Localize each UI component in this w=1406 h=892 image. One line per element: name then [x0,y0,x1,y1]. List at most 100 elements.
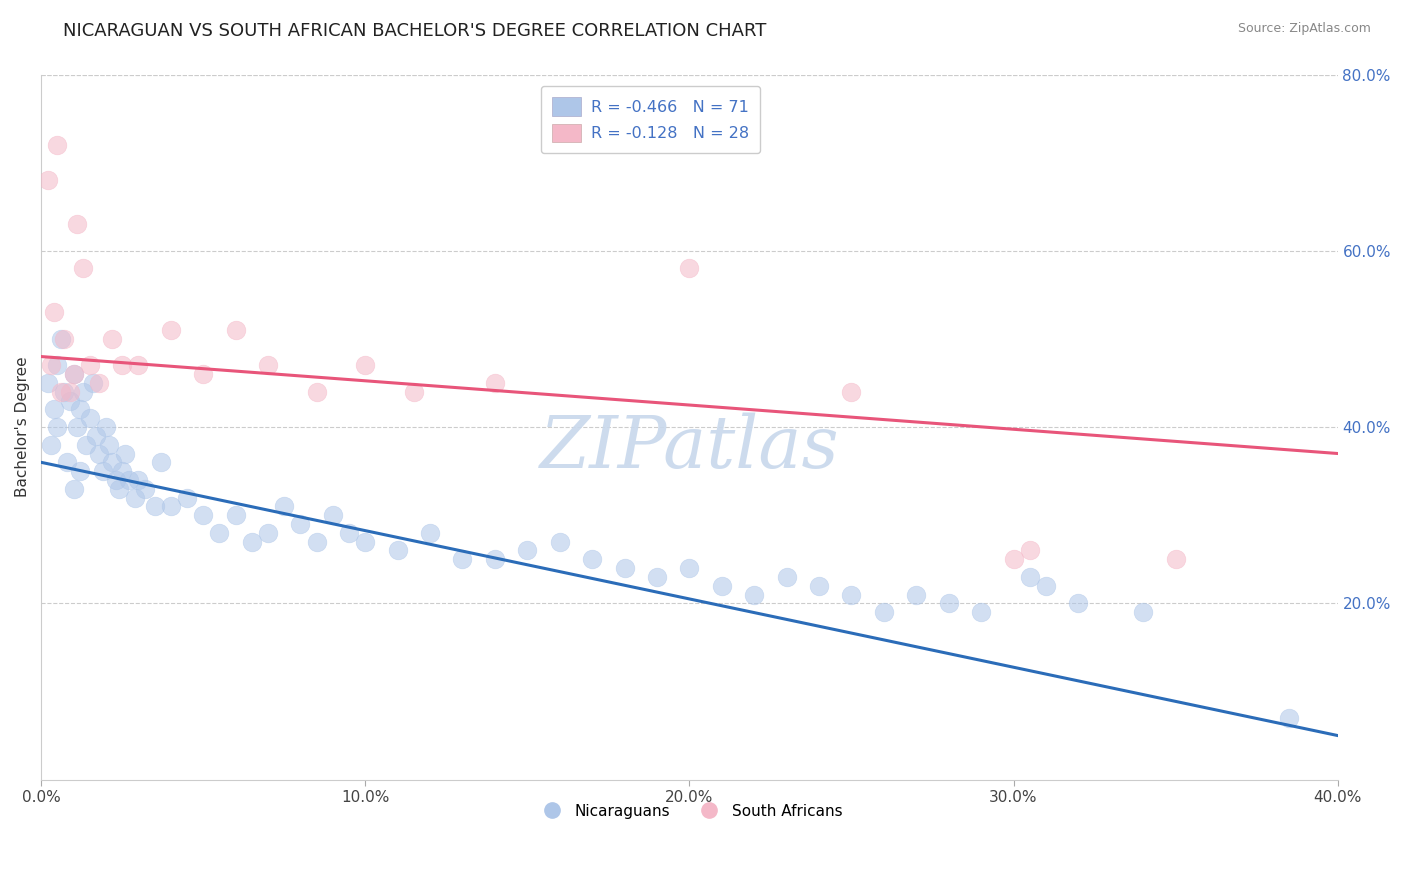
Point [143,500,166,514]
Point [52,332,75,346]
Point [484,552,506,566]
Point [1067,596,1090,610]
Point [159,323,181,337]
Point [52,384,75,399]
Point [337,525,360,540]
Point [98,438,121,452]
Point [678,261,700,276]
Point [62,482,84,496]
Point [104,473,127,487]
Point [101,332,124,346]
Point [56,455,79,469]
Point [1002,552,1025,566]
Point [419,525,441,540]
Point [873,605,896,619]
Point [1132,605,1154,619]
Point [66,218,89,232]
Point [134,482,156,496]
Point [193,508,215,523]
Y-axis label: Bachelor's Degree: Bachelor's Degree [15,357,30,498]
Point [1018,543,1040,558]
Point [387,543,409,558]
Point [516,543,538,558]
Point [402,384,425,399]
Point [354,534,377,549]
Point [970,605,993,619]
Point [1018,570,1040,584]
Point [76,438,98,452]
Point [581,552,603,566]
Point [290,516,312,531]
Point [841,588,863,602]
Point [484,376,506,390]
Point [111,359,134,373]
Point [742,588,765,602]
Point [1164,552,1187,566]
Point [305,534,328,549]
Point [79,411,101,425]
Point [451,552,474,566]
Point [91,464,114,478]
Point [124,491,146,505]
Point [72,261,94,276]
Point [46,420,69,434]
Point [94,420,117,434]
Point [72,384,94,399]
Point [1278,711,1301,725]
Point [150,455,173,469]
Point [354,359,377,373]
Point [613,561,636,575]
Point [69,402,91,417]
Point [645,570,668,584]
Point [46,359,69,373]
Legend: Nicaraguans, South Africans: Nicaraguans, South Africans [530,797,848,825]
Text: NICARAGUAN VS SOUTH AFRICAN BACHELOR'S DEGREE CORRELATION CHART: NICARAGUAN VS SOUTH AFRICAN BACHELOR'S D… [63,22,766,40]
Point [208,525,231,540]
Point [59,393,82,408]
Point [905,588,928,602]
Point [257,525,280,540]
Point [114,446,136,460]
Point [59,384,82,399]
Point [89,446,111,460]
Point [305,384,328,399]
Point [841,384,863,399]
Point [42,305,65,319]
Point [39,359,62,373]
Point [49,332,72,346]
Point [710,579,733,593]
Point [193,367,215,381]
Point [775,570,797,584]
Point [62,367,84,381]
Point [49,384,72,399]
Point [225,323,247,337]
Point [108,482,131,496]
Text: Source: ZipAtlas.com: Source: ZipAtlas.com [1237,22,1371,36]
Point [1035,579,1057,593]
Point [257,359,280,373]
Point [548,534,571,549]
Point [225,508,247,523]
Point [273,500,295,514]
Point [42,402,65,417]
Point [176,491,198,505]
Text: ZIPatlas: ZIPatlas [540,413,839,483]
Point [89,376,111,390]
Point [69,464,91,478]
Point [322,508,344,523]
Point [79,359,101,373]
Point [66,420,89,434]
Point [240,534,263,549]
Point [678,561,700,575]
Point [82,376,104,390]
Point [127,359,149,373]
Point [808,579,831,593]
Point [117,473,139,487]
Point [159,500,181,514]
Point [62,367,84,381]
Point [37,173,59,187]
Point [111,464,134,478]
Point [938,596,960,610]
Point [101,455,124,469]
Point [46,138,69,153]
